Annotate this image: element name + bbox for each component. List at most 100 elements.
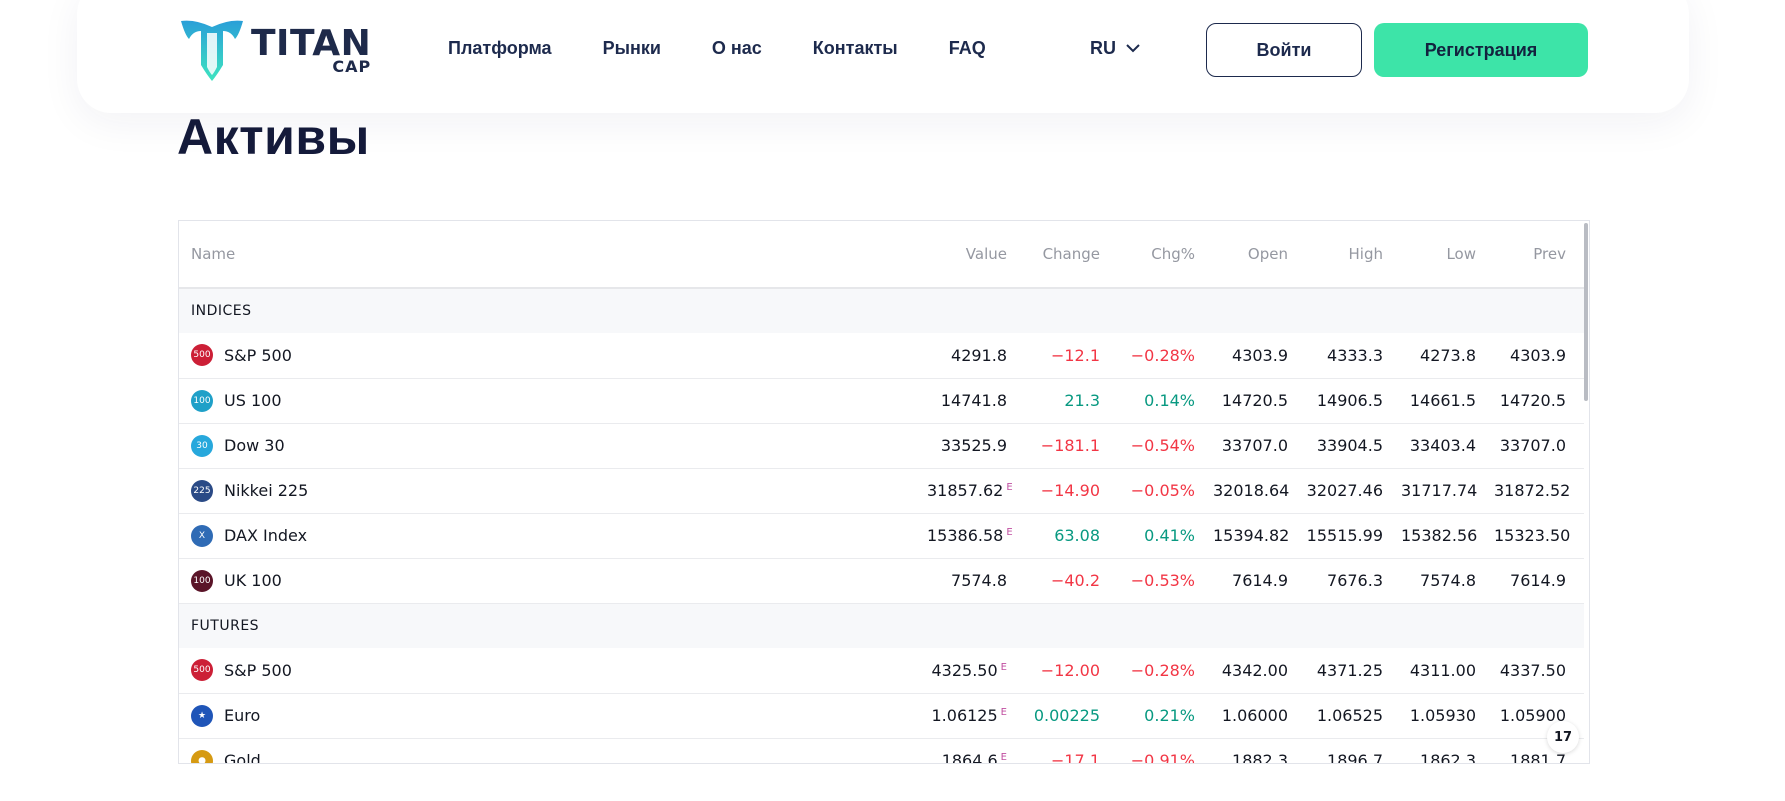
- column-header-open[interactable]: Open: [1213, 221, 1306, 289]
- assets-table-body: INDICES 500 S&P 500 4291.8 −12.1 −0.28% …: [179, 288, 1584, 764]
- tradingview-logo-icon[interactable]: 17: [1547, 721, 1579, 753]
- delayed-marker: E: [1006, 527, 1013, 538]
- nav-item-contacts[interactable]: Контакты: [812, 38, 898, 58]
- assets-table: Name Value Change Chg% Open High Low Pre…: [179, 221, 1584, 764]
- open-cell: 33707.0: [1213, 423, 1306, 469]
- table-row[interactable]: 500 S&P 500 4291.8 −12.1 −0.28% 4303.9 4…: [179, 333, 1584, 379]
- open-cell: 4303.9: [1213, 333, 1306, 379]
- asset-name[interactable]: S&P 500: [224, 345, 292, 365]
- prev-cell: 15323.50: [1494, 513, 1584, 559]
- asset-logo-icon: 30: [191, 434, 213, 457]
- prev-cell: 4303.9: [1494, 333, 1584, 379]
- register-button[interactable]: Регистрация: [1374, 23, 1588, 77]
- table-row[interactable]: ★ Euro 1.06125 E 0.00225 0.21% 1.06000 1.…: [179, 693, 1584, 739]
- asset-name[interactable]: Euro: [224, 706, 261, 725]
- nav-item-about[interactable]: О нас: [711, 38, 762, 58]
- value: 4291.8: [951, 345, 1007, 365]
- delayed-marker: E: [1000, 707, 1007, 718]
- asset-name[interactable]: UK 100: [224, 571, 282, 590]
- open-cell: 14720.5: [1213, 378, 1306, 424]
- value-cell: 7574.8: [927, 558, 1025, 604]
- titan-cap-logo[interactable]: TITAN CAP: [177, 16, 377, 84]
- value-cell: 14741.8: [927, 378, 1025, 424]
- table-row[interactable]: X DAX Index 15386.58 E 63.08 0.41% 15394.…: [179, 513, 1584, 559]
- delayed-marker: E: [1000, 752, 1007, 763]
- column-header-name[interactable]: Name: [179, 221, 927, 289]
- asset-logo-icon: 100: [191, 569, 213, 592]
- asset-name-cell[interactable]: ● Gold: [179, 738, 927, 764]
- value: 1864.6: [941, 751, 998, 764]
- nav-item-platform[interactable]: Платформа: [448, 38, 552, 58]
- table-row[interactable]: 500 S&P 500 4325.50 E −12.00 −0.28% 4342.…: [179, 648, 1584, 694]
- chg-pct-cell: 0.21%: [1118, 693, 1213, 739]
- main-nav: Платформа Рынки О нас Контакты FAQ: [448, 38, 1037, 59]
- table-row[interactable]: ● Gold 1864.6 E −17.1 −0.91% 1882.3 1896.…: [179, 738, 1584, 764]
- asset-name-cell[interactable]: 100 UK 100: [179, 558, 927, 604]
- open-cell: 32018.64: [1213, 468, 1306, 514]
- column-header-low[interactable]: Low: [1401, 221, 1494, 289]
- scrollbar[interactable]: [1584, 223, 1588, 401]
- column-header-value[interactable]: Value: [927, 221, 1025, 289]
- group-header-row: INDICES: [179, 288, 1584, 333]
- change-cell: 21.3: [1025, 378, 1118, 424]
- asset-logo-icon: 225: [191, 479, 213, 502]
- group-header-row: FUTURES: [179, 603, 1584, 648]
- page-title: Активы: [177, 109, 370, 165]
- value-cell: 1.06125 E: [927, 693, 1025, 739]
- table-header-row: Name Value Change Chg% Open High Low Pre…: [179, 221, 1584, 289]
- asset-name[interactable]: DAX Index: [224, 526, 308, 545]
- value: 15386.58: [927, 526, 1004, 545]
- change-cell: −12.1: [1025, 333, 1118, 379]
- chg-pct-cell: −0.28%: [1118, 333, 1213, 379]
- logo-title: TITAN: [251, 22, 372, 64]
- table-row[interactable]: 100 US 100 14741.8 21.3 0.14% 14720.5 14…: [179, 378, 1584, 424]
- asset-name-cell[interactable]: 100 US 100: [179, 378, 927, 424]
- asset-name-cell[interactable]: 500 S&P 500: [179, 648, 927, 694]
- column-header-high[interactable]: High: [1306, 221, 1401, 289]
- chg-pct-cell: 0.41%: [1118, 513, 1213, 559]
- column-header-chg-pct[interactable]: Chg%: [1118, 221, 1213, 289]
- open-cell: 1.06000: [1213, 693, 1306, 739]
- asset-name-cell[interactable]: ★ Euro: [179, 693, 927, 739]
- value: 31857.62: [927, 481, 1004, 500]
- asset-name-cell[interactable]: 30 Dow 30: [179, 423, 927, 469]
- value-cell: 1864.6 E: [927, 738, 1025, 764]
- nav-item-faq[interactable]: FAQ: [948, 38, 986, 58]
- high-cell: 4371.25: [1306, 648, 1401, 694]
- column-header-change[interactable]: Change: [1025, 221, 1118, 289]
- asset-name[interactable]: S&P 500: [224, 660, 292, 680]
- asset-name-cell[interactable]: 225 Nikkei 225: [179, 468, 927, 514]
- high-cell: 14906.5: [1306, 378, 1401, 424]
- asset-name[interactable]: Nikkei 225: [224, 481, 309, 500]
- chevron-down-icon: [1126, 44, 1140, 53]
- asset-name-cell[interactable]: X DAX Index: [179, 513, 927, 559]
- table-row[interactable]: 225 Nikkei 225 31857.62 E −14.90 −0.05% 3…: [179, 468, 1584, 514]
- change-cell: 63.08: [1025, 513, 1118, 559]
- low-cell: 1862.3: [1401, 738, 1494, 763]
- change-cell: −12.00: [1025, 648, 1118, 694]
- prev-cell: 31872.52: [1494, 468, 1584, 514]
- high-cell: 33904.5: [1306, 423, 1401, 469]
- value: 1.06125: [931, 706, 998, 725]
- high-cell: 1.06525: [1306, 693, 1401, 739]
- value: 4325.50: [931, 660, 998, 680]
- delayed-marker: E: [1006, 482, 1013, 493]
- table-row[interactable]: 100 UK 100 7574.8 −40.2 −0.53% 7614.9 76…: [179, 558, 1584, 604]
- titan-shield-icon: [181, 20, 243, 82]
- change-cell: −181.1: [1025, 423, 1118, 469]
- asset-name[interactable]: Dow 30: [224, 436, 285, 455]
- low-cell: 14661.5: [1401, 378, 1494, 424]
- chg-pct-cell: −0.54%: [1118, 423, 1213, 469]
- asset-name[interactable]: Gold: [224, 751, 261, 764]
- group-label: FUTURES: [179, 603, 1584, 648]
- language-selector[interactable]: RU: [1090, 38, 1140, 59]
- nav-item-markets[interactable]: Рынки: [602, 38, 661, 58]
- column-header-prev[interactable]: Prev: [1494, 221, 1584, 289]
- asset-name[interactable]: US 100: [224, 391, 282, 410]
- asset-name-cell[interactable]: 500 S&P 500: [179, 333, 927, 379]
- market-overview-widget: Name Value Change Chg% Open High Low Pre…: [178, 220, 1590, 764]
- table-row[interactable]: 30 Dow 30 33525.9 −181.1 −0.54% 33707.0 …: [179, 423, 1584, 469]
- login-button[interactable]: Войти: [1206, 23, 1362, 77]
- high-cell: 15515.99: [1306, 513, 1401, 559]
- value-cell: 4291.8: [927, 333, 1025, 379]
